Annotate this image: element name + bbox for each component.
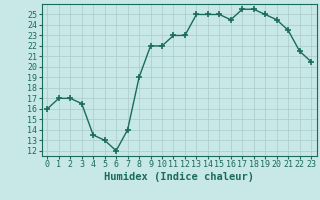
- X-axis label: Humidex (Indice chaleur): Humidex (Indice chaleur): [104, 172, 254, 182]
